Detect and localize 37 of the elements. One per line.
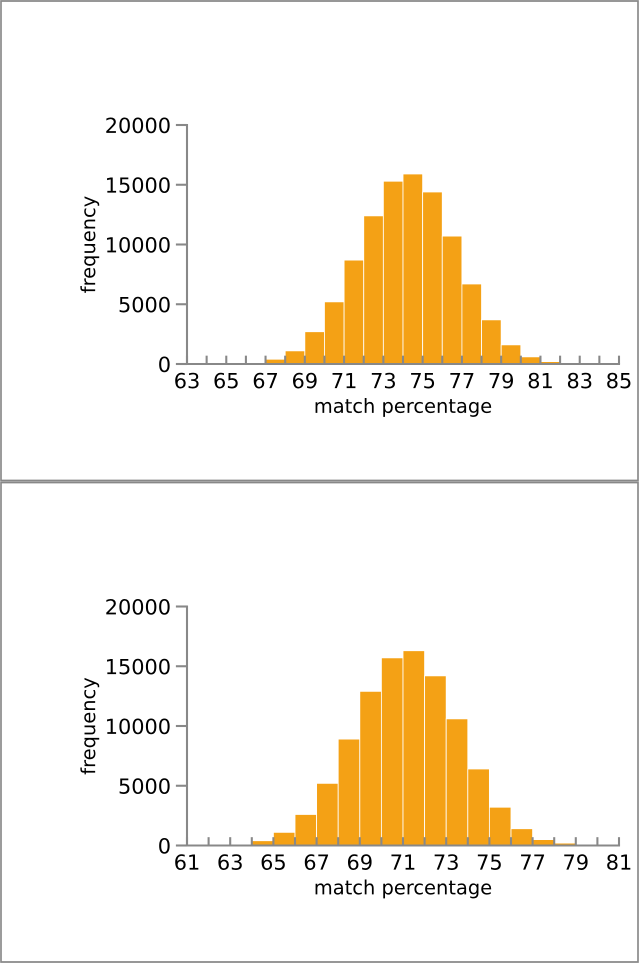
x-tick-label: 85 xyxy=(607,372,630,388)
x-tick-label: 73 xyxy=(434,854,458,870)
x-axis-title: match percentage xyxy=(316,398,492,417)
y-tick-label: 5000 xyxy=(120,296,170,312)
x-tick-label: 63 xyxy=(218,854,242,870)
x-tick-label: 75 xyxy=(478,854,501,870)
x-tick-label: 77 xyxy=(521,854,544,870)
x-tick-label: 81 xyxy=(528,372,552,388)
x-tick-label: 65 xyxy=(262,854,285,870)
x-tick-label: 83 xyxy=(568,372,592,388)
y-tick-label: 0 xyxy=(159,356,170,372)
x-tick-label: 69 xyxy=(348,854,372,870)
y-tick-label: 15000 xyxy=(107,658,170,674)
x-tick-label: 79 xyxy=(564,854,588,870)
y-tick-label: 5000 xyxy=(120,778,170,794)
y-tick-label: 15000 xyxy=(107,177,170,193)
y-tick-label: 20000 xyxy=(106,598,170,615)
x-tick-label: 79 xyxy=(490,372,513,388)
x-tick-label: 67 xyxy=(304,854,328,870)
x-tick-label: 67 xyxy=(254,372,278,388)
x-tick-label: 81 xyxy=(607,854,630,870)
x-tick-label: 69 xyxy=(293,372,317,388)
x-tick-label: 71 xyxy=(332,372,356,388)
y-tick-label: 10000 xyxy=(107,236,170,253)
y-tick-label: 10000 xyxy=(107,718,170,734)
y-tick-label: 20000 xyxy=(106,117,170,134)
y-axis-title: frequency xyxy=(80,678,100,774)
y-axis-title: frequency xyxy=(80,196,100,293)
x-axis-title: match percentage xyxy=(316,880,492,898)
x-tick-label: 65 xyxy=(214,372,238,388)
y-tick-label: 0 xyxy=(159,838,170,854)
x-tick-label: 73 xyxy=(372,372,395,388)
x-tick-label: 61 xyxy=(175,854,198,870)
x-tick-label: 63 xyxy=(175,372,199,388)
x-tick-label: 77 xyxy=(450,372,474,388)
x-tick-label: 75 xyxy=(411,372,434,388)
x-tick-label: 71 xyxy=(391,854,414,870)
